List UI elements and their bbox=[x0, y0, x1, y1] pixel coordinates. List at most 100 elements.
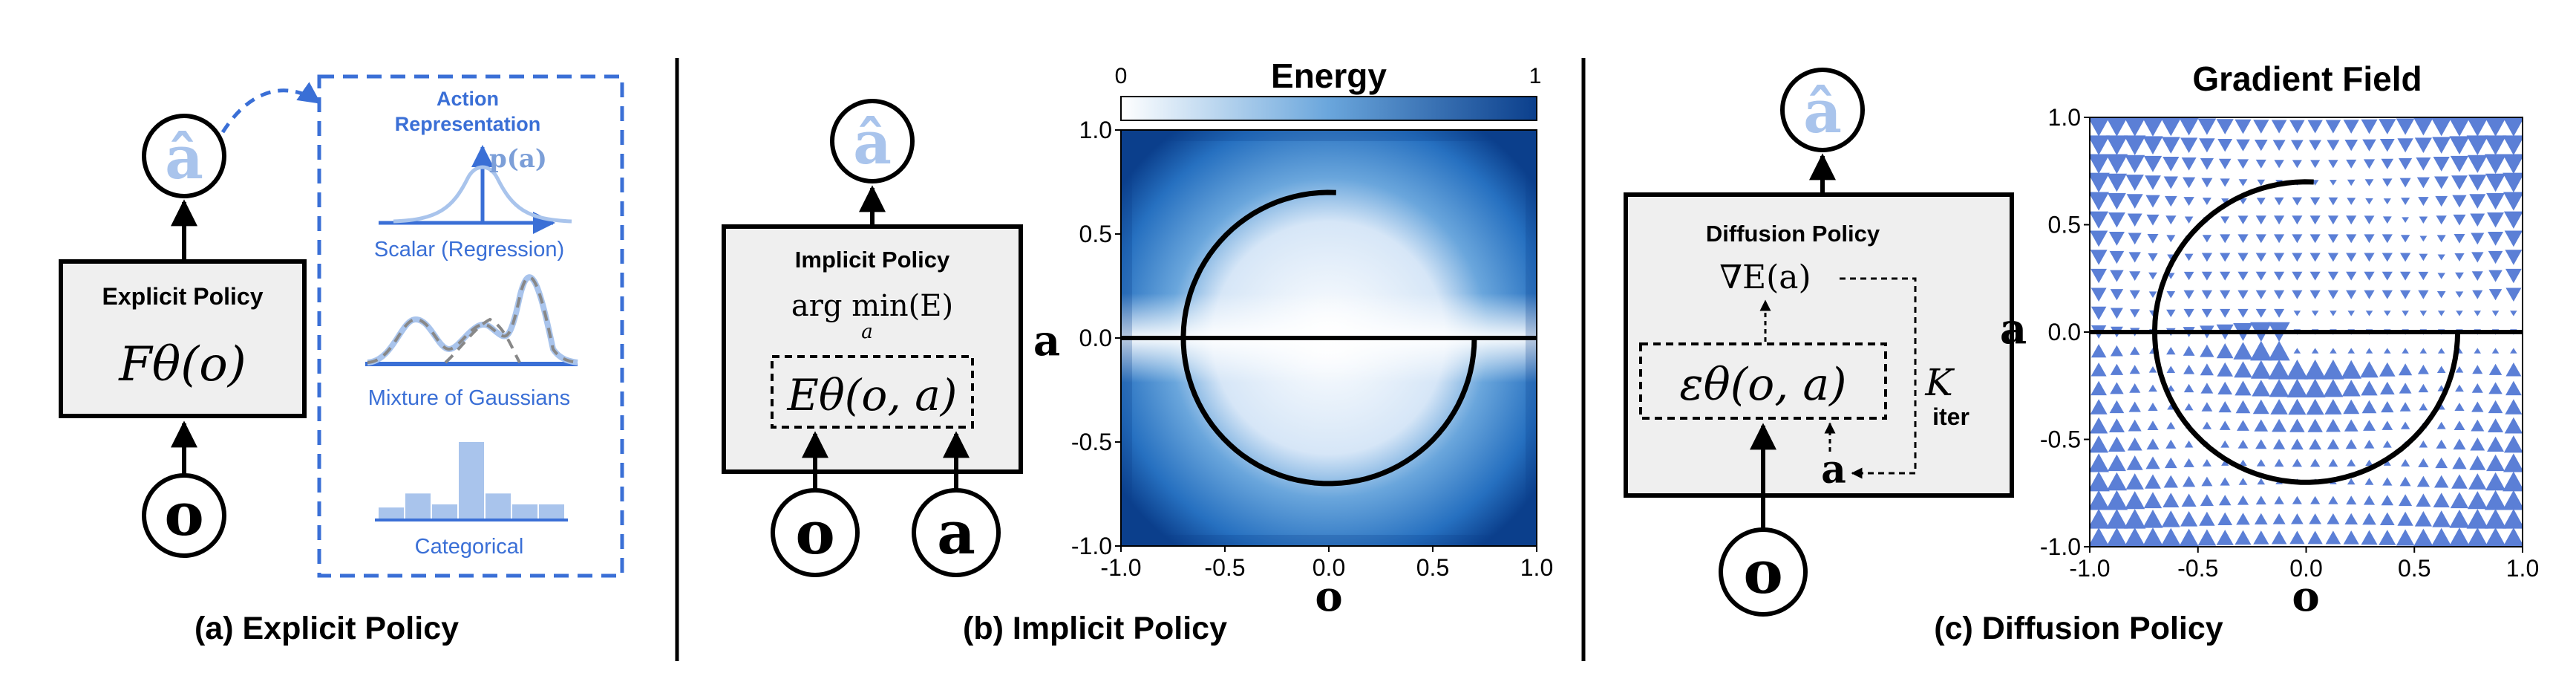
gradient-arrow bbox=[2110, 308, 2123, 319]
gradient-arrow bbox=[2199, 511, 2215, 526]
gradient-arrow bbox=[2129, 365, 2140, 374]
gradient-arrow bbox=[2110, 363, 2124, 375]
gradient-arrow bbox=[2382, 477, 2393, 486]
gradient-arrow bbox=[2400, 271, 2411, 281]
gradient-arrow bbox=[2160, 117, 2182, 137]
gradient-arrow bbox=[2274, 308, 2285, 318]
gradient-arrow bbox=[2486, 192, 2505, 210]
gradient-arrow bbox=[2364, 478, 2374, 485]
gradient-arrow bbox=[2274, 160, 2284, 169]
iter-label: iter bbox=[1932, 403, 1969, 430]
gradient-arrow bbox=[2202, 421, 2212, 429]
gradient-arrow bbox=[2505, 268, 2522, 284]
gradient-arrow bbox=[2124, 117, 2146, 137]
categorical-bar bbox=[539, 504, 564, 520]
gradient-arrow bbox=[2253, 530, 2269, 545]
gradient-arrow bbox=[2510, 348, 2517, 354]
gradient-arrow bbox=[2472, 290, 2483, 299]
categorical-bar bbox=[512, 504, 537, 520]
gradient-arrow bbox=[2304, 378, 2326, 397]
gradient-arrow bbox=[2090, 380, 2107, 396]
caption-b: (b) Implicit Policy bbox=[963, 611, 1227, 646]
gradient-arrow bbox=[2503, 435, 2523, 453]
gradient-arrow bbox=[2364, 440, 2375, 449]
input-node-o-b-label: o bbox=[795, 498, 834, 568]
x-tick-label: 1.0 bbox=[2506, 555, 2539, 582]
gradient-arrow bbox=[2484, 154, 2507, 175]
gradient-arrow bbox=[2364, 253, 2375, 262]
gradient-arrow bbox=[2400, 290, 2411, 299]
gradient-arrow bbox=[2304, 360, 2327, 380]
gradient-arrow bbox=[2197, 118, 2217, 135]
gradient-arrow bbox=[2307, 530, 2323, 545]
gradient-arrow bbox=[2221, 459, 2229, 466]
gradient-arrow bbox=[2307, 120, 2323, 134]
gradient-arrow bbox=[2399, 476, 2411, 487]
gradient-arrow bbox=[2396, 529, 2415, 546]
gradient-arrow bbox=[2491, 348, 2500, 354]
gradient-arrow bbox=[2365, 198, 2373, 205]
categorical-bars-graphic bbox=[379, 442, 564, 520]
gradient-arrow bbox=[2286, 378, 2308, 397]
gradient-arrow bbox=[2382, 216, 2392, 224]
gradient-arrow bbox=[2470, 213, 2485, 227]
output-node-a-hat-c bbox=[1780, 68, 1865, 152]
gradient-arrow bbox=[2505, 287, 2522, 302]
gradient-arrow bbox=[2454, 403, 2465, 411]
gradient-arrow bbox=[2235, 380, 2252, 396]
input-node-a-b-label: a bbox=[937, 498, 975, 568]
gradient-arrow bbox=[2218, 495, 2232, 506]
gradient-arrow bbox=[2503, 192, 2523, 211]
colorbar-title: Energy bbox=[1271, 56, 1387, 95]
gradient-arrow bbox=[2292, 234, 2303, 244]
gradient-arrow bbox=[2381, 401, 2394, 413]
gradient-arrow bbox=[2109, 400, 2125, 414]
gradient-arrow bbox=[2363, 495, 2376, 505]
gradient-arrow bbox=[2217, 381, 2232, 394]
gradient-arrow bbox=[2106, 117, 2128, 137]
gradient-arrow bbox=[2106, 527, 2128, 547]
gradient-arrow bbox=[2201, 476, 2213, 487]
gradient-arrow bbox=[2416, 177, 2430, 189]
input-node-a-b bbox=[912, 488, 1001, 577]
gradient-arrow bbox=[2255, 159, 2266, 169]
gradient-arrow bbox=[2382, 290, 2393, 299]
diffusion-policy-box bbox=[1624, 192, 2014, 498]
gradient-arrow bbox=[2503, 509, 2523, 529]
gradient-arrow bbox=[2221, 198, 2229, 205]
gradient-arrow bbox=[2146, 438, 2160, 450]
gradient-arrow bbox=[2382, 420, 2393, 430]
gradient-arrow bbox=[2347, 311, 2355, 316]
gradient-arrow bbox=[2183, 364, 2195, 374]
gradient-arrow bbox=[2124, 135, 2146, 155]
gradient-arrow bbox=[2451, 175, 2468, 190]
gradient-arrow bbox=[2363, 159, 2376, 169]
gradient-arrow bbox=[2471, 383, 2483, 393]
gradient-arrow bbox=[2291, 513, 2304, 524]
gradient-arrow bbox=[2200, 344, 2214, 357]
gradient-arrow bbox=[2183, 475, 2196, 487]
y-tick-label: 1.0 bbox=[2048, 104, 2081, 131]
gradient-arrow bbox=[2270, 399, 2288, 415]
gradient-arrow bbox=[2202, 235, 2212, 243]
explicit-policy-formula: Fθ(o) bbox=[118, 337, 246, 392]
gradient-arrow bbox=[2106, 472, 2127, 491]
gradient-arrow bbox=[2364, 234, 2375, 244]
gradient-arrow bbox=[2330, 180, 2337, 186]
gradient-arrow bbox=[2418, 271, 2429, 281]
gradient-arrow bbox=[2503, 490, 2523, 510]
gradient-arrow bbox=[2220, 440, 2230, 448]
gradient-arrow bbox=[2419, 216, 2428, 224]
gradient-arrow bbox=[2488, 250, 2503, 264]
gradient-arrow bbox=[2165, 215, 2177, 225]
gradient-arrow bbox=[2148, 291, 2157, 298]
gradient-arrow bbox=[2200, 157, 2214, 170]
gradient-arrow bbox=[2328, 495, 2338, 504]
gradient-arrow bbox=[2200, 494, 2214, 507]
gradient-arrow bbox=[2289, 120, 2305, 134]
gradient-arrow bbox=[2401, 198, 2410, 205]
gradient-arrow bbox=[2380, 381, 2395, 394]
gradient-arrow bbox=[2090, 435, 2109, 453]
gradient-arrow bbox=[2184, 403, 2194, 411]
action-representation-title-1: Action bbox=[437, 88, 499, 110]
